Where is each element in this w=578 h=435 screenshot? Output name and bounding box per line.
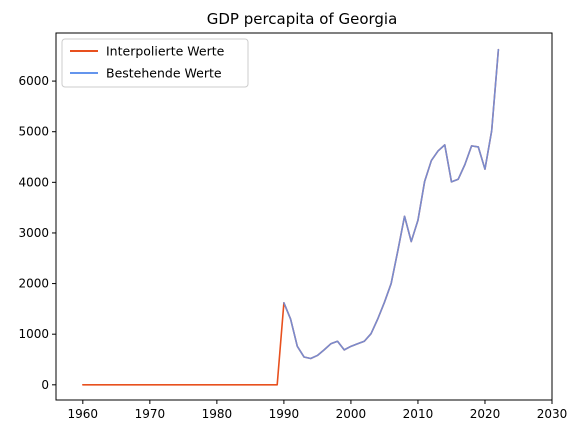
legend-label-1: Bestehende Werte bbox=[106, 66, 222, 81]
y-tick-label: 6000 bbox=[18, 74, 49, 88]
legend-box bbox=[61, 38, 249, 88]
y-tick-label: 1000 bbox=[18, 327, 49, 341]
y-tick-label: 4000 bbox=[18, 175, 49, 189]
x-tick-label: 2000 bbox=[336, 407, 367, 421]
x-tick-label: 2010 bbox=[403, 407, 434, 421]
y-tick-label: 2000 bbox=[18, 277, 49, 291]
plot-area bbox=[82, 48, 500, 386]
x-tick-label: 2020 bbox=[470, 407, 501, 421]
series-line-1 bbox=[283, 48, 500, 360]
y-tick-label: 5000 bbox=[18, 125, 49, 139]
series-line-0 bbox=[82, 48, 500, 386]
legend: Interpolierte Werte Bestehende Werte bbox=[61, 38, 249, 88]
y-tick-label: 3000 bbox=[18, 226, 49, 240]
x-tick-label: 1970 bbox=[135, 407, 166, 421]
x-tick-label: 1990 bbox=[269, 407, 300, 421]
x-tick-label: 1980 bbox=[202, 407, 233, 421]
y-axis: 0 1000 2000 3000 4000 5000 6000 bbox=[18, 74, 56, 392]
x-axis: 1960 1970 1980 1990 2000 2010 2020 2030 bbox=[68, 400, 568, 421]
chart-title: GDP percapita of Georgia bbox=[207, 10, 398, 28]
plot-frame bbox=[55, 32, 553, 401]
legend-label-0: Interpolierte Werte bbox=[106, 44, 225, 59]
y-tick-label: 0 bbox=[41, 378, 49, 392]
x-tick-label: 2030 bbox=[537, 407, 568, 421]
x-tick-label: 1960 bbox=[68, 407, 99, 421]
